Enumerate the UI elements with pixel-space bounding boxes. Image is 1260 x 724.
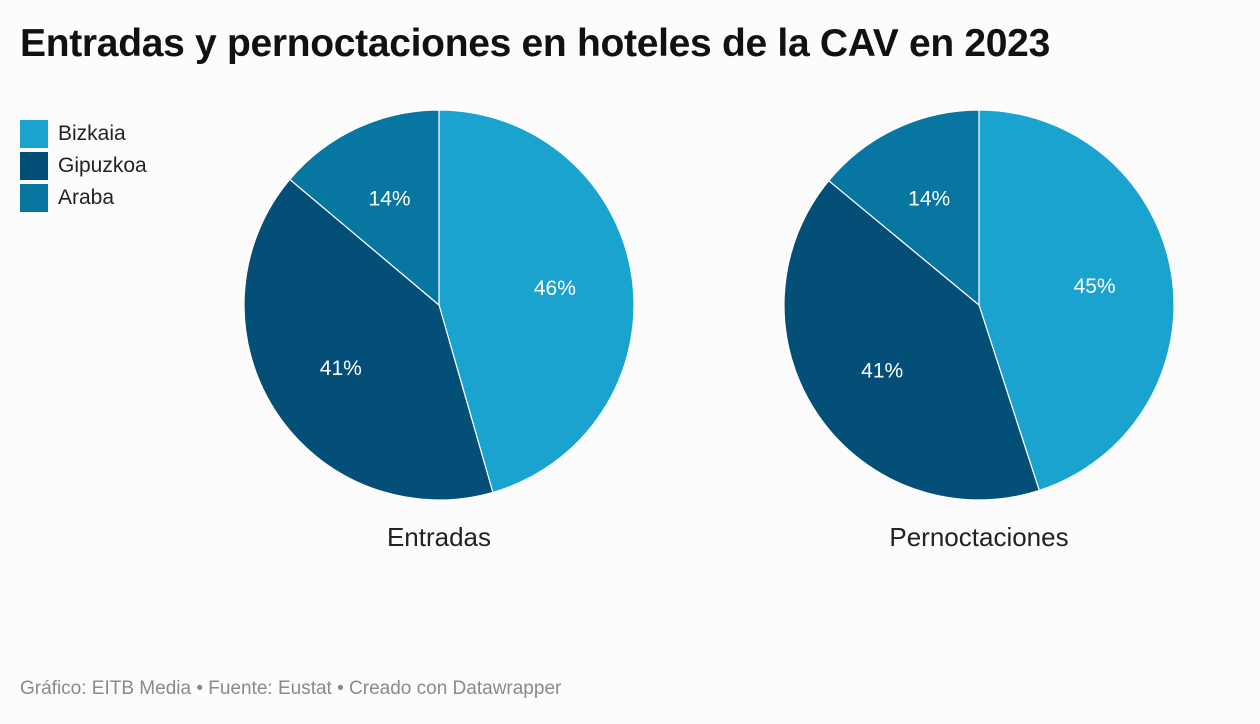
slice-label-entradas-araba: 14% bbox=[369, 187, 411, 210]
slice-label-entradas-gipuzkoa: 41% bbox=[320, 357, 362, 380]
legend-label-bizkaia: Bizkaia bbox=[58, 122, 126, 145]
pie-slice-entradas-araba bbox=[288, 109, 440, 307]
pie-slice-entradas-gipuzkoa bbox=[243, 178, 494, 501]
slice-label-pernoctaciones-bizkaia: 45% bbox=[1074, 275, 1116, 298]
legend: Bizkaia Gipuzkoa Araba bbox=[20, 118, 147, 214]
legend-swatch-bizkaia bbox=[20, 120, 48, 148]
legend-swatch-araba bbox=[20, 184, 48, 212]
pie-pernoctaciones: 45% 41% 14% Pernoctaciones bbox=[783, 109, 1175, 552]
pie-caption-pernoctaciones: Pernoctaciones bbox=[889, 522, 1068, 552]
slice-label-pernoctaciones-araba: 14% bbox=[908, 188, 950, 211]
slice-label-entradas-bizkaia: 46% bbox=[534, 277, 576, 300]
pie-caption-entradas: Entradas bbox=[387, 522, 491, 552]
pie-slice-pernoctaciones-araba bbox=[827, 109, 980, 307]
chart-title: Entradas y pernoctaciones en hoteles de … bbox=[20, 22, 1050, 65]
legend-label-gipuzkoa: Gipuzkoa bbox=[58, 154, 147, 177]
pie-slice-pernoctaciones-gipuzkoa bbox=[783, 179, 1041, 501]
pie-slice-pernoctaciones-bizkaia bbox=[978, 109, 1175, 492]
legend-item-gipuzkoa: Gipuzkoa bbox=[20, 150, 147, 182]
legend-item-araba: Araba bbox=[20, 182, 147, 214]
footer-credits: Gráfico: EITB Media • Fuente: Eustat • C… bbox=[20, 678, 562, 699]
legend-item-bizkaia: Bizkaia bbox=[20, 118, 147, 150]
slice-label-pernoctaciones-gipuzkoa: 41% bbox=[861, 359, 903, 382]
legend-swatch-gipuzkoa bbox=[20, 152, 48, 180]
pie-slice-entradas-bizkaia bbox=[438, 109, 635, 494]
pie-entradas: 46% 41% 14% Entradas bbox=[243, 109, 635, 552]
legend-label-araba: Araba bbox=[58, 186, 115, 209]
